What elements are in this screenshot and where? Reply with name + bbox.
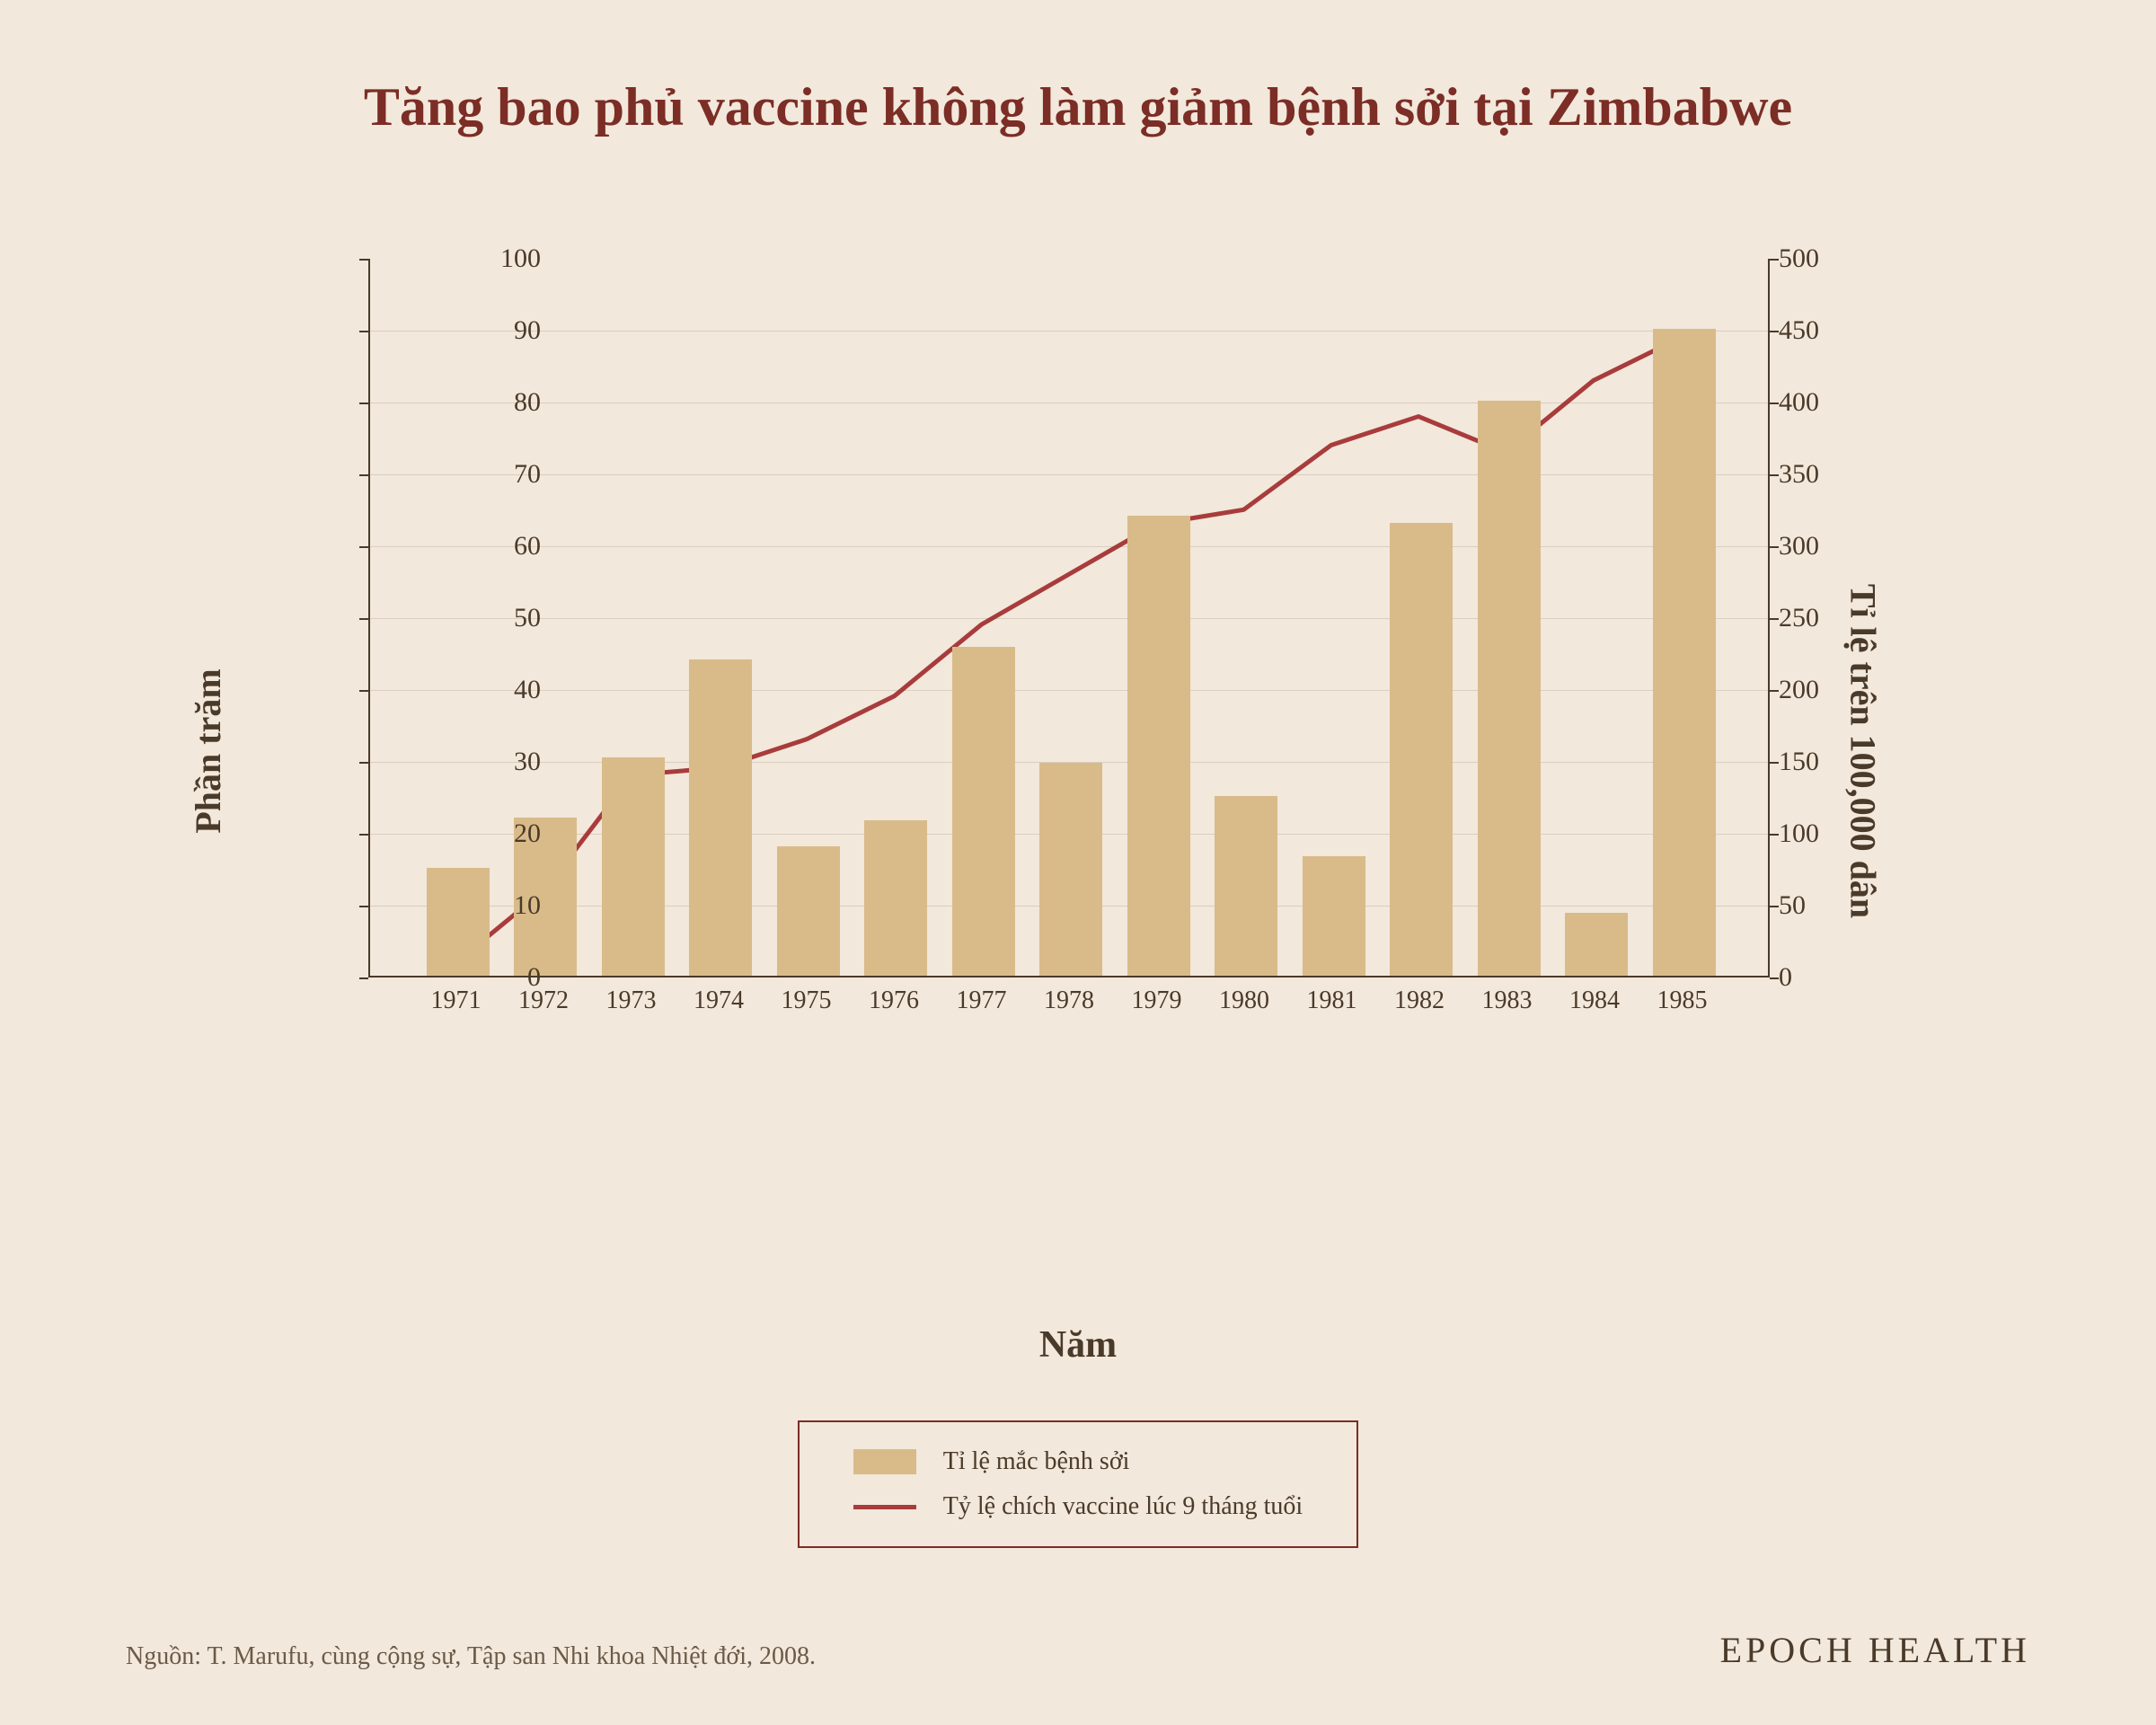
y-left-tick: 10 xyxy=(379,890,541,921)
bar xyxy=(1215,796,1277,976)
y-left-tick: 60 xyxy=(379,531,541,562)
chart-inner: 0102030405060708090100050100150200250300… xyxy=(287,259,1869,1049)
chart-area-wrap: Phần trăm Tỉ lệ trên 100,000 dân 0102030… xyxy=(108,250,2048,1252)
x-tick: 1980 xyxy=(1219,986,1269,1015)
bar xyxy=(427,868,490,976)
x-tick: 1972 xyxy=(518,986,569,1015)
tick-mark-right xyxy=(1770,259,1779,261)
bar xyxy=(1478,401,1541,976)
tick-mark-right xyxy=(1770,690,1779,692)
y-right-tick: 0 xyxy=(1779,962,1792,993)
bar xyxy=(864,820,927,976)
tick-mark-left xyxy=(359,834,368,836)
y-right-tick: 150 xyxy=(1779,747,1819,777)
y-right-tick: 200 xyxy=(1779,675,1819,705)
x-tick: 1974 xyxy=(694,986,744,1015)
legend-row-bar: Tỉ lệ mắc bệnh sởi xyxy=(853,1447,1303,1476)
tick-mark-right xyxy=(1770,331,1779,332)
legend-swatch-bar xyxy=(853,1449,916,1474)
legend-bar-label: Tỉ lệ mắc bệnh sởi xyxy=(943,1447,1130,1476)
y-left-tick: 70 xyxy=(379,459,541,490)
bar xyxy=(1390,523,1453,976)
tick-mark-right xyxy=(1770,906,1779,907)
bar xyxy=(777,846,840,976)
tick-mark-right xyxy=(1770,978,1779,979)
y-right-tick: 100 xyxy=(1779,818,1819,849)
tick-mark-right xyxy=(1770,762,1779,764)
x-tick: 1979 xyxy=(1132,986,1182,1015)
x-tick: 1978 xyxy=(1044,986,1094,1015)
y-left-tick: 40 xyxy=(379,675,541,705)
legend-line-label: Tỷ lệ chích vaccine lúc 9 tháng tuổi xyxy=(943,1492,1303,1521)
tick-mark-left xyxy=(359,906,368,907)
y-axis-left-label: Phần trăm xyxy=(187,668,229,833)
x-tick: 1976 xyxy=(869,986,919,1015)
y-right-tick: 450 xyxy=(1779,315,1819,346)
tick-mark-left xyxy=(359,546,368,548)
x-tick: 1971 xyxy=(431,986,482,1015)
legend-swatch-line xyxy=(853,1505,916,1509)
tick-mark-right xyxy=(1770,618,1779,620)
y-left-tick: 100 xyxy=(379,243,541,274)
gridline xyxy=(370,690,1768,691)
plot-area xyxy=(368,259,1770,978)
bar xyxy=(1039,763,1102,976)
y-right-tick: 250 xyxy=(1779,603,1819,633)
gridline xyxy=(370,402,1768,403)
y-left-tick: 30 xyxy=(379,747,541,777)
source-text: Nguồn: T. Marufu, cùng cộng sự, Tập san … xyxy=(126,1642,816,1671)
x-tick: 1985 xyxy=(1657,986,1708,1015)
y-right-tick: 300 xyxy=(1779,531,1819,562)
bar xyxy=(1565,913,1628,976)
x-tick: 1984 xyxy=(1569,986,1620,1015)
tick-mark-right xyxy=(1770,546,1779,548)
chart-container: Tăng bao phủ vaccine không làm giảm bệnh… xyxy=(0,0,2156,1725)
bar xyxy=(952,647,1015,976)
tick-mark-left xyxy=(359,978,368,979)
tick-mark-left xyxy=(359,331,368,332)
tick-mark-right xyxy=(1770,402,1779,404)
legend-row-line: Tỷ lệ chích vaccine lúc 9 tháng tuổi xyxy=(853,1492,1303,1521)
tick-mark-left xyxy=(359,474,368,476)
gridline xyxy=(370,474,1768,475)
x-tick: 1973 xyxy=(606,986,657,1015)
gridline xyxy=(370,546,1768,547)
y-left-tick: 90 xyxy=(379,315,541,346)
bar xyxy=(1303,856,1365,976)
x-tick: 1975 xyxy=(782,986,832,1015)
gridline xyxy=(370,618,1768,619)
tick-mark-left xyxy=(359,618,368,620)
bar xyxy=(1653,329,1716,976)
bar xyxy=(1127,516,1190,976)
tick-mark-left xyxy=(359,402,368,404)
tick-mark-left xyxy=(359,762,368,764)
y-right-tick: 350 xyxy=(1779,459,1819,490)
bar xyxy=(689,659,752,976)
chart-title: Tăng bao phủ vaccine không làm giảm bệnh… xyxy=(108,72,2048,142)
x-tick: 1977 xyxy=(957,986,1007,1015)
footer: Nguồn: T. Marufu, cùng cộng sự, Tập san … xyxy=(108,1629,2048,1671)
tick-mark-right xyxy=(1770,474,1779,476)
tick-mark-left xyxy=(359,259,368,261)
tick-mark-left xyxy=(359,690,368,692)
y-left-tick: 50 xyxy=(379,603,541,633)
y-right-tick: 400 xyxy=(1779,387,1819,418)
brand-text: EPOCH HEALTH xyxy=(1720,1629,2030,1671)
legend-box: Tỉ lệ mắc bệnh sởi Tỷ lệ chích vaccine l… xyxy=(798,1420,1358,1548)
bar xyxy=(602,757,665,976)
y-left-tick: 20 xyxy=(379,818,541,849)
tick-mark-right xyxy=(1770,834,1779,836)
gridline xyxy=(370,331,1768,332)
y-left-tick: 80 xyxy=(379,387,541,418)
y-right-tick: 500 xyxy=(1779,243,1819,274)
x-tick: 1983 xyxy=(1482,986,1533,1015)
x-axis-label: Năm xyxy=(108,1323,2048,1367)
x-tick: 1981 xyxy=(1307,986,1357,1015)
y-right-tick: 50 xyxy=(1779,890,1806,921)
x-tick: 1982 xyxy=(1394,986,1445,1015)
